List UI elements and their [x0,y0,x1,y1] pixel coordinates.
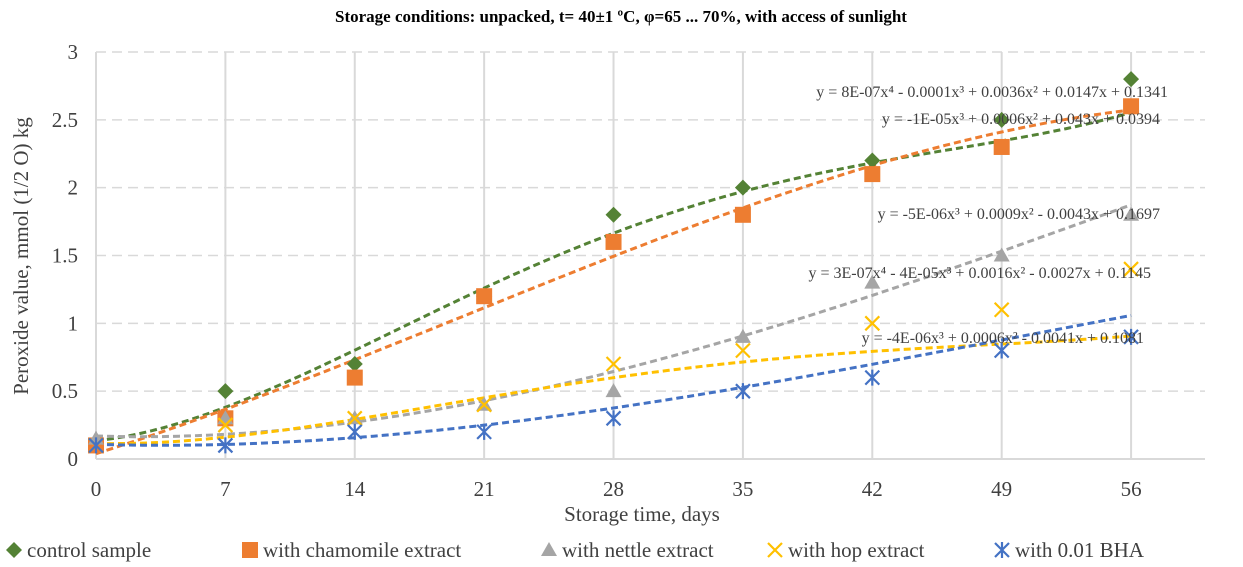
point-with-0-01-bha [346,423,363,440]
y-tick-label: 1 [68,311,79,335]
equation-control-sample: y = 8E-07x⁴ - 0.0001x³ + 0.0036x² + 0.01… [816,84,1168,101]
grid [95,51,1205,460]
point-with-nettle-extract [864,274,881,289]
x-tick-label: 56 [1121,477,1142,501]
point-with-0-01-bha [605,410,622,427]
trendline-with-0-01-bha [95,314,1132,447]
point-control-sample [993,111,1010,128]
equation-with-0-01-bha: y = -4E-06x³ + 0.0006x² - 0.0041x + 0.10… [862,330,1144,347]
legend-marker [994,542,1010,558]
point-control-sample [864,152,881,169]
point-with-chamomile-extract [346,369,363,386]
y-tick-label: 0.5 [52,379,78,403]
point-with-hop-extract [735,342,751,359]
trendlines [95,108,1132,456]
x-tick-label: 21 [474,477,495,501]
point-control-sample [217,383,234,400]
point-with-chamomile-extract [993,138,1010,155]
point-with-hop-extract [217,417,234,433]
legend-label: with chamomile extract [263,538,461,562]
legend-item-with-nettle-extract: with nettle extract [541,538,714,562]
trendline-with-hop-extract [95,334,1132,446]
legend-label: with 0.01 BHA [1015,538,1145,562]
point-control-sample [734,179,751,196]
point-with-hop-extract [864,315,881,332]
data-markers [88,71,1140,454]
equation-with-chamomile-extract: y = -1E-05x³ + 0.0006x² + 0.043x + 0.039… [882,111,1160,128]
x-tick-label: 28 [603,477,624,501]
legend-marker [767,542,783,558]
trendline-equations: y = 8E-07x⁴ - 0.0001x³ + 0.0036x² + 0.01… [808,84,1168,347]
point-control-sample [1123,71,1140,88]
x-tick-label: 14 [344,477,366,501]
point-with-0-01-bha [1123,328,1139,345]
legend: control sample with chamomile extract with… [6,538,1145,562]
trendline-control-sample [95,111,1132,443]
point-with-chamomile-extract [605,233,622,250]
point-control-sample [605,206,622,223]
y-tick-label: 2.5 [52,108,78,132]
legend-item-with-0-01-bha: with 0.01 BHA [994,538,1145,562]
x-tick-label: 7 [220,477,231,501]
x-tick-labels: 0 7 14 21 28 35 42 49 56 [91,477,1142,501]
trendline-with-nettle-extract [95,203,1132,439]
legend-label: control sample [27,538,151,562]
point-with-chamomile-extract [734,206,751,223]
y-tick-labels: 0 0.5 1 1.5 2 2.5 3 [52,40,78,471]
equation-with-hop-extract: y = 3E-07x⁴ - 4E-05x³ + 0.0016x² - 0.002… [808,265,1151,282]
point-control-sample [346,356,363,373]
point-with-hop-extract [1123,261,1139,277]
x-tick-label: 0 [91,477,102,501]
x-tick-label: 42 [862,477,883,501]
legend-label: with hop extract [788,538,925,562]
legend-marker [242,542,258,558]
point-with-0-01-bha [864,369,881,386]
chart-title: Storage conditions: unpacked, t= 40±1 ºC… [335,7,907,26]
point-with-nettle-extract [734,328,751,343]
x-axis-label: Storage time, days [564,502,720,526]
legend-item-with-chamomile-extract: with chamomile extract [242,538,461,562]
x-tick-label: 49 [991,477,1012,501]
point-with-hop-extract [476,396,492,413]
legend-marker [541,542,557,556]
point-with-chamomile-extract [864,166,881,183]
y-tick-label: 0 [68,447,79,471]
point-with-hop-extract [346,410,363,427]
equation-with-nettle-extract: y = -5E-06x³ + 0.0009x² - 0.0043x + 0.16… [878,206,1160,223]
point-with-0-01-bha [476,423,492,440]
point-with-chamomile-extract [476,288,493,305]
point-with-0-01-bha [88,437,104,454]
point-with-hop-extract [993,301,1010,318]
point-with-0-01-bha [993,342,1010,359]
x-tick-label: 35 [732,477,753,501]
y-tick-label: 3 [68,40,79,64]
trendline-with-chamomile-extract [95,108,1132,456]
y-axis-label: Peroxide value, mmol (1/2 O) kg [9,117,33,395]
point-with-nettle-extract [605,383,622,398]
point-with-nettle-extract [1123,206,1140,221]
legend-marker [6,542,22,558]
legend-item-with-hop-extract: with hop extract [767,538,925,562]
legend-item-control-sample: control sample [6,538,151,562]
point-with-chamomile-extract [1123,98,1140,115]
point-with-nettle-extract [993,247,1010,262]
point-with-hop-extract [605,356,622,372]
point-with-0-01-bha [217,437,234,454]
y-tick-label: 2 [68,176,79,200]
y-tick-label: 1.5 [52,244,78,268]
point-with-0-01-bha [735,383,751,400]
legend-label: with nettle extract [562,538,714,562]
